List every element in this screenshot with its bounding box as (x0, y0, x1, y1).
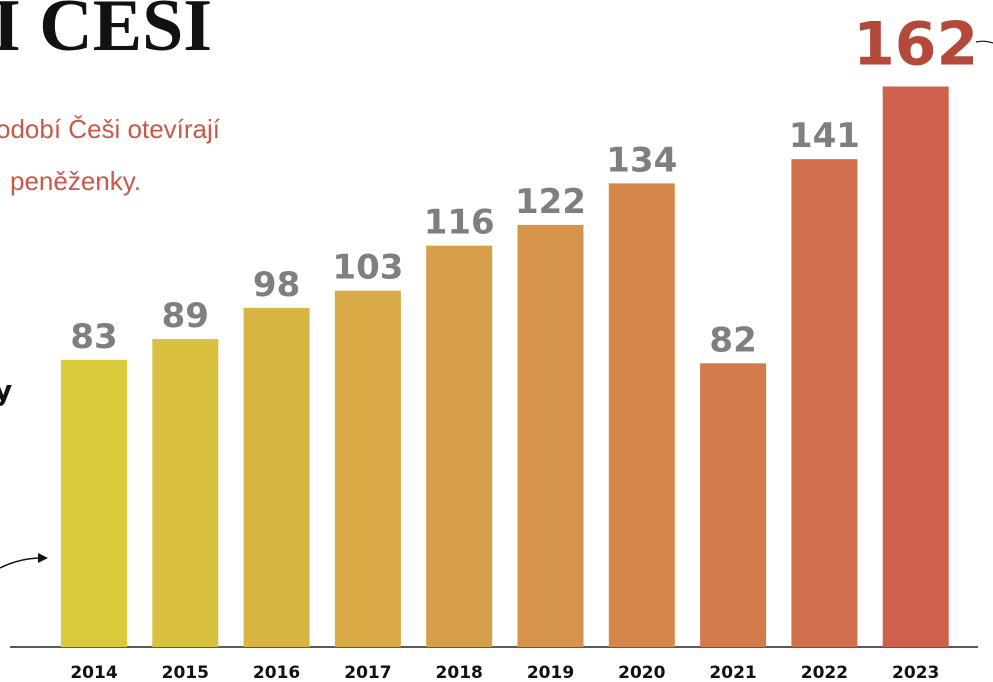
bar (243, 307, 310, 647)
x-tick-label: 2023 (892, 663, 939, 682)
bar (426, 245, 493, 647)
x-tick-label: 2017 (344, 663, 391, 682)
arrow (0, 557, 43, 569)
bar (700, 363, 767, 647)
value-label: 116 (424, 203, 495, 243)
value-label: 103 (332, 248, 403, 288)
arrowhead (38, 553, 48, 563)
x-tick-label: 2022 (801, 663, 848, 682)
value-label: 141 (789, 116, 860, 156)
bar (152, 339, 219, 647)
value-label: 134 (606, 140, 677, 180)
annotation: y (0, 374, 12, 407)
pointer-line (975, 40, 993, 44)
value-label: 83 (70, 317, 117, 357)
x-tick-label: 2020 (618, 663, 665, 682)
x-tick-label: 2014 (70, 663, 117, 682)
x-tick-label: 2021 (709, 663, 756, 682)
bar (334, 290, 401, 647)
value-label: 82 (709, 320, 756, 360)
bar (608, 183, 675, 647)
value-label: 162 (853, 9, 978, 79)
subtitle-line: peněženky. (10, 166, 141, 196)
bar (791, 159, 858, 647)
value-label: 122 (515, 182, 586, 222)
x-tick-label: 2019 (527, 663, 574, 682)
title: I ČESI (0, 0, 212, 67)
bar (517, 224, 584, 647)
value-label: 98 (253, 265, 300, 305)
x-tick-label: 2015 (162, 663, 209, 682)
x-tick-label: 2016 (253, 663, 300, 682)
x-tick-label: 2018 (436, 663, 483, 682)
bar (882, 86, 949, 648)
value-label: 89 (162, 296, 209, 336)
bar (61, 359, 127, 647)
subtitle-line: odobí Češi otevírají (0, 114, 221, 144)
